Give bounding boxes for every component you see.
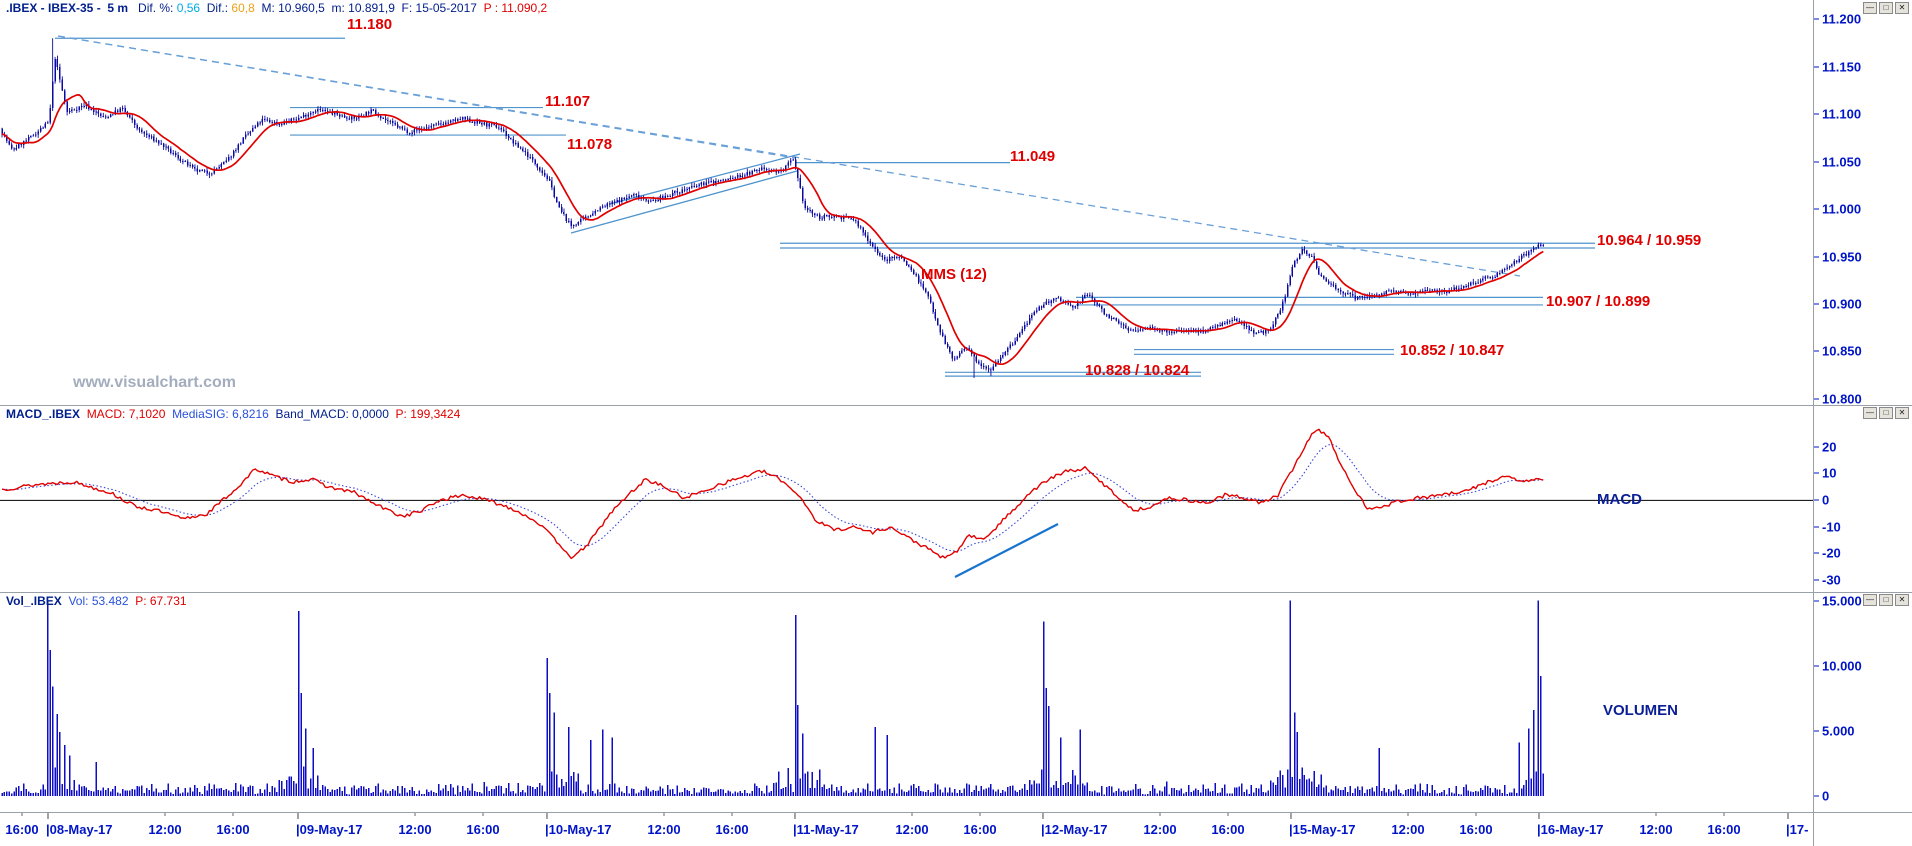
time-axis-time-label: 12:00 bbox=[1391, 822, 1425, 837]
header-segment: MACD: 7,1020 bbox=[86, 407, 173, 421]
price-window-controls: — □ ✕ bbox=[1863, 2, 1909, 14]
macd-label: MACD bbox=[1597, 491, 1642, 508]
price-annotation: 11.078 bbox=[567, 136, 613, 153]
price-axis-label: 11.100 bbox=[1822, 106, 1862, 122]
time-axis-day-label: |17- bbox=[1786, 822, 1809, 837]
price-annotation: MMS (12) bbox=[921, 266, 987, 283]
price-axis-label: 11.150 bbox=[1822, 59, 1862, 75]
price-annotation: 10.964 / 10.959 bbox=[1597, 232, 1702, 249]
header-segment: Band_MACD: 0,0000 bbox=[275, 407, 396, 421]
time-axis-time-label: 12:00 bbox=[647, 822, 681, 837]
time-axis-day-label: |08-May-17 bbox=[46, 822, 113, 837]
price-annotation: 10.852 / 10.847 bbox=[1400, 342, 1505, 359]
maximize-button[interactable]: □ bbox=[1879, 407, 1893, 419]
price-axis-label: 11.200 bbox=[1822, 11, 1862, 27]
time-axis-day-label: |12-May-17 bbox=[1041, 822, 1108, 837]
price-axis-label: 10.850 bbox=[1822, 343, 1862, 359]
minimize-button[interactable]: — bbox=[1863, 2, 1877, 14]
header-segment: Dif. %: bbox=[138, 1, 177, 15]
header-segment: .IBEX - IBEX-35 - 5 m bbox=[6, 1, 139, 15]
time-axis-time-label: 16:00 bbox=[5, 822, 39, 837]
time-axis-time-label: 12:00 bbox=[895, 822, 929, 837]
volume-window-controls: — □ ✕ bbox=[1863, 594, 1909, 606]
time-axis-time-label: 16:00 bbox=[1707, 822, 1741, 837]
time-axis-time-label: 12:00 bbox=[1639, 822, 1673, 837]
header-segment: 0,56 bbox=[176, 1, 201, 15]
price-axis-label: 10.900 bbox=[1822, 296, 1862, 312]
volume-axis-label: 5.000 bbox=[1822, 723, 1855, 739]
macd-panel-header: MACD_.IBEX MACD: 7,1020 MediaSIG: 6,8216… bbox=[6, 407, 460, 421]
macd-axis-label: -30 bbox=[1822, 572, 1841, 588]
time-axis-time-label: 16:00 bbox=[216, 822, 250, 837]
header-segment: Dif.: bbox=[200, 1, 232, 15]
header-segment: P : 11.090,2 bbox=[483, 1, 548, 15]
time-axis-day-label: |15-May-17 bbox=[1289, 822, 1356, 837]
price-panel-header: .IBEX - IBEX-35 - 5 m Dif. %: 0,56 Dif.:… bbox=[6, 1, 547, 15]
volume-axis-label: 0 bbox=[1822, 788, 1830, 804]
header-segment: Vol_.IBEX bbox=[6, 594, 69, 608]
volume-panel-header: Vol_.IBEX Vol: 53.482 P: 67.731 bbox=[6, 594, 187, 608]
price-axis-label: 11.050 bbox=[1822, 154, 1862, 170]
time-axis-time-label: 16:00 bbox=[466, 822, 500, 837]
volume-label: VOLUMEN bbox=[1603, 702, 1678, 719]
price-annotation: 11.107 bbox=[545, 93, 591, 110]
close-button[interactable]: ✕ bbox=[1895, 2, 1909, 14]
time-axis-time-label: 16:00 bbox=[963, 822, 997, 837]
header-segment: P: 199,3424 bbox=[395, 407, 461, 421]
macd-window-controls: — □ ✕ bbox=[1863, 407, 1909, 419]
header-segment: MediaSIG: 6,8216 bbox=[172, 407, 276, 421]
macd-axis-label: 0 bbox=[1822, 492, 1830, 508]
macd-axis-label: 20 bbox=[1822, 439, 1837, 455]
watermark: www.visualchart.com bbox=[73, 374, 237, 391]
maximize-button[interactable]: □ bbox=[1879, 594, 1893, 606]
time-axis-day-label: |09-May-17 bbox=[296, 822, 363, 837]
header-segment: P: 67.731 bbox=[135, 594, 187, 608]
price-annotation: 11.180 bbox=[347, 16, 393, 33]
header-segment: M: 10.960,5 m: 10.891,9 F: 15-05-2017 bbox=[254, 1, 484, 15]
volume-axis-label: 10.000 bbox=[1822, 658, 1862, 674]
time-axis-time-label: 16:00 bbox=[1211, 822, 1245, 837]
time-axis-day-label: |10-May-17 bbox=[545, 822, 612, 837]
price-annotation: 10.907 / 10.899 bbox=[1546, 293, 1651, 310]
volume-axis-label: 15.000 bbox=[1822, 593, 1862, 609]
price-annotation: 11.049 bbox=[1010, 148, 1056, 165]
close-button[interactable]: ✕ bbox=[1895, 407, 1909, 419]
macd-axis-label: 10 bbox=[1822, 465, 1837, 481]
time-axis-time-label: 12:00 bbox=[398, 822, 432, 837]
time-axis-day-label: |11-May-17 bbox=[793, 822, 859, 837]
time-axis-time-label: 12:00 bbox=[148, 822, 182, 837]
price-axis-label: 11.000 bbox=[1822, 201, 1862, 217]
time-axis-day-label: |16-May-17 bbox=[1537, 822, 1604, 837]
time-axis-time-label: 16:00 bbox=[715, 822, 749, 837]
time-axis-time-label: 16:00 bbox=[1459, 822, 1493, 837]
header-segment: Vol: 53.482 bbox=[68, 594, 136, 608]
minimize-button[interactable]: — bbox=[1863, 407, 1877, 419]
price-axis-label: 10.950 bbox=[1822, 249, 1862, 265]
close-button[interactable]: ✕ bbox=[1895, 594, 1909, 606]
price-annotation: 10.828 / 10.824 bbox=[1085, 362, 1190, 379]
maximize-button[interactable]: □ bbox=[1879, 2, 1893, 14]
time-axis-time-label: 12:00 bbox=[1143, 822, 1177, 837]
header-segment: 60,8 bbox=[231, 1, 255, 15]
price-axis-label: 10.800 bbox=[1822, 391, 1862, 407]
macd-axis-label: -10 bbox=[1822, 519, 1841, 535]
macd-axis-label: -20 bbox=[1822, 545, 1841, 561]
minimize-button[interactable]: — bbox=[1863, 594, 1877, 606]
header-segment: MACD_.IBEX bbox=[6, 407, 87, 421]
